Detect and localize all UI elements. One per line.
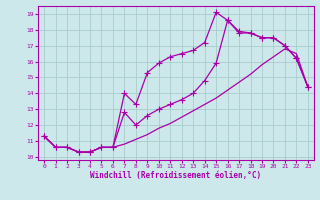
X-axis label: Windchill (Refroidissement éolien,°C): Windchill (Refroidissement éolien,°C) <box>91 171 261 180</box>
